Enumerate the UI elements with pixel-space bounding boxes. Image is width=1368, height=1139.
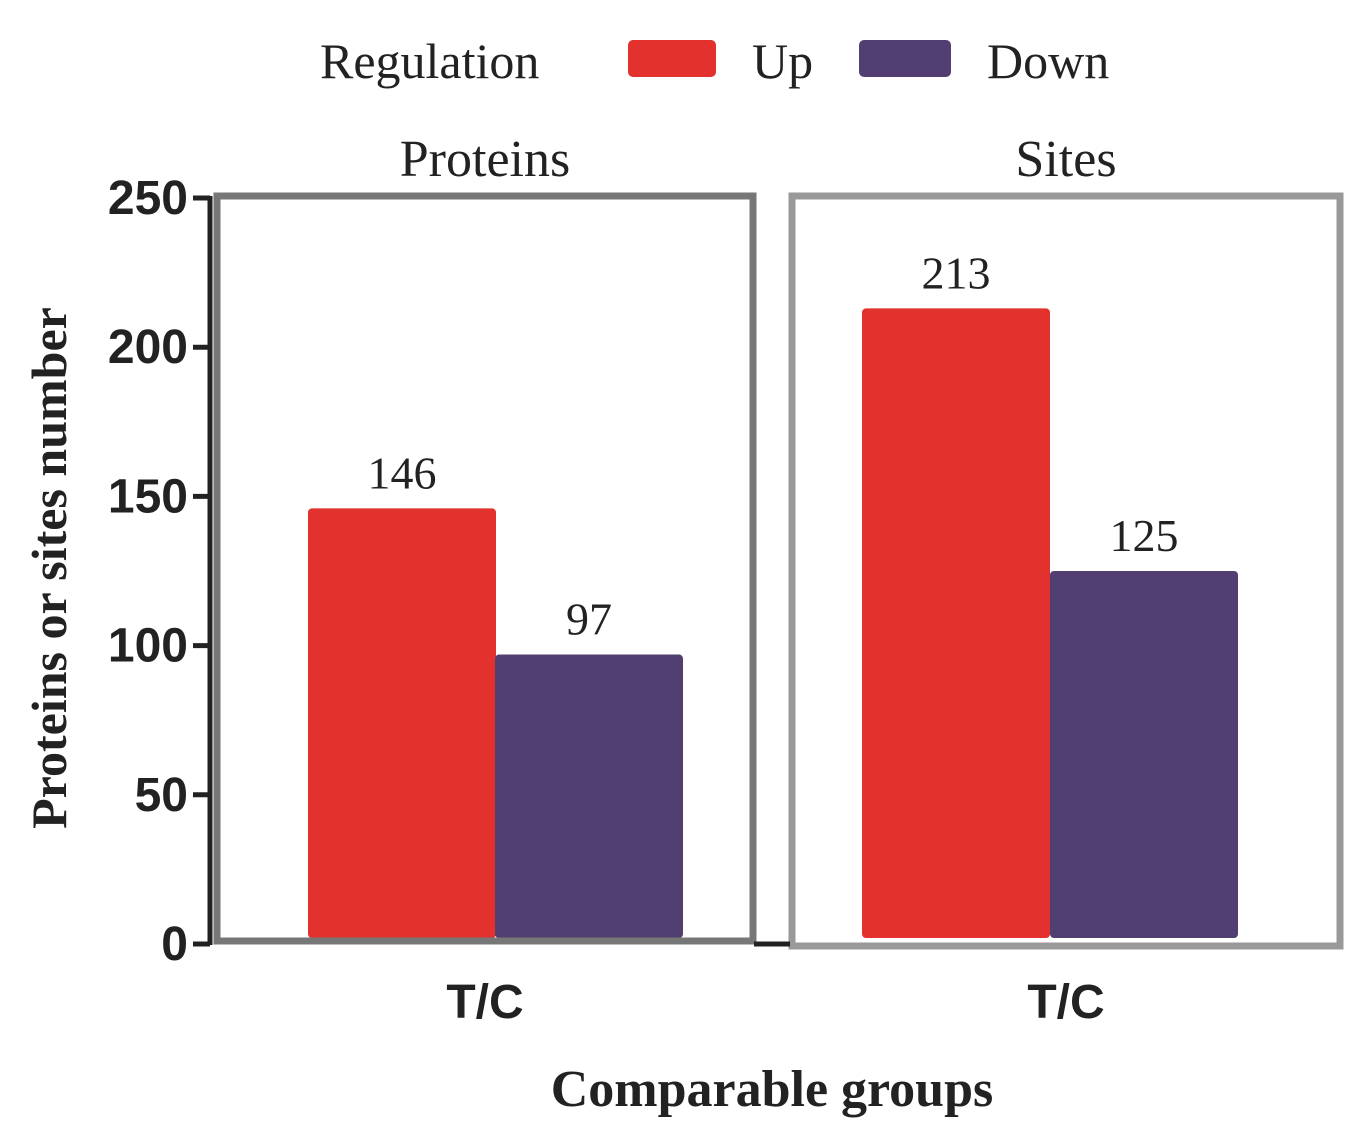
panel-frame (213, 192, 757, 945)
panel-frame (788, 192, 1344, 950)
legend-label-down: Down (987, 33, 1109, 89)
panel-title: Sites (1015, 131, 1116, 188)
data-label: 97 (566, 594, 612, 645)
y-tick-label: 50 (135, 769, 188, 822)
legend-title: Regulation (320, 33, 539, 89)
y-tick-label: 100 (108, 620, 188, 673)
y-tick-label: 250 (108, 172, 188, 225)
y-tick-label: 0 (161, 918, 188, 971)
y-tick-label: 150 (108, 470, 188, 523)
data-label: 125 (1110, 510, 1179, 561)
panel-sites: Sites 213 125 T/C (788, 131, 1344, 1029)
legend-label-up: Up (752, 33, 813, 89)
y-axis-label: Proteins or sites number (21, 307, 77, 829)
y-ticks: 0 50 100 150 200 250 (108, 172, 210, 971)
bar-up (308, 508, 496, 938)
legend-swatch-down (859, 40, 951, 77)
legend: Regulation Up Down (320, 33, 1109, 89)
bar-down (495, 654, 683, 938)
y-axis: 0 50 100 150 200 250 Proteins or sites number (21, 172, 213, 971)
panel-title: Proteins (400, 131, 570, 188)
y-tick-label: 200 (108, 321, 188, 374)
panels: Proteins 146 97 T/C Sites 213 125 T/C (213, 131, 1344, 1029)
data-label: 213 (922, 247, 991, 298)
x-axis-label: Comparable groups (551, 1061, 994, 1118)
bar-up (862, 308, 1050, 939)
panel-proteins: Proteins 146 97 T/C (213, 131, 757, 1029)
legend-swatch-up (628, 40, 716, 77)
x-tick-label: T/C (1027, 976, 1104, 1029)
data-label: 146 (368, 447, 437, 498)
bar-down (1050, 571, 1238, 938)
x-tick-label: T/C (446, 976, 523, 1029)
